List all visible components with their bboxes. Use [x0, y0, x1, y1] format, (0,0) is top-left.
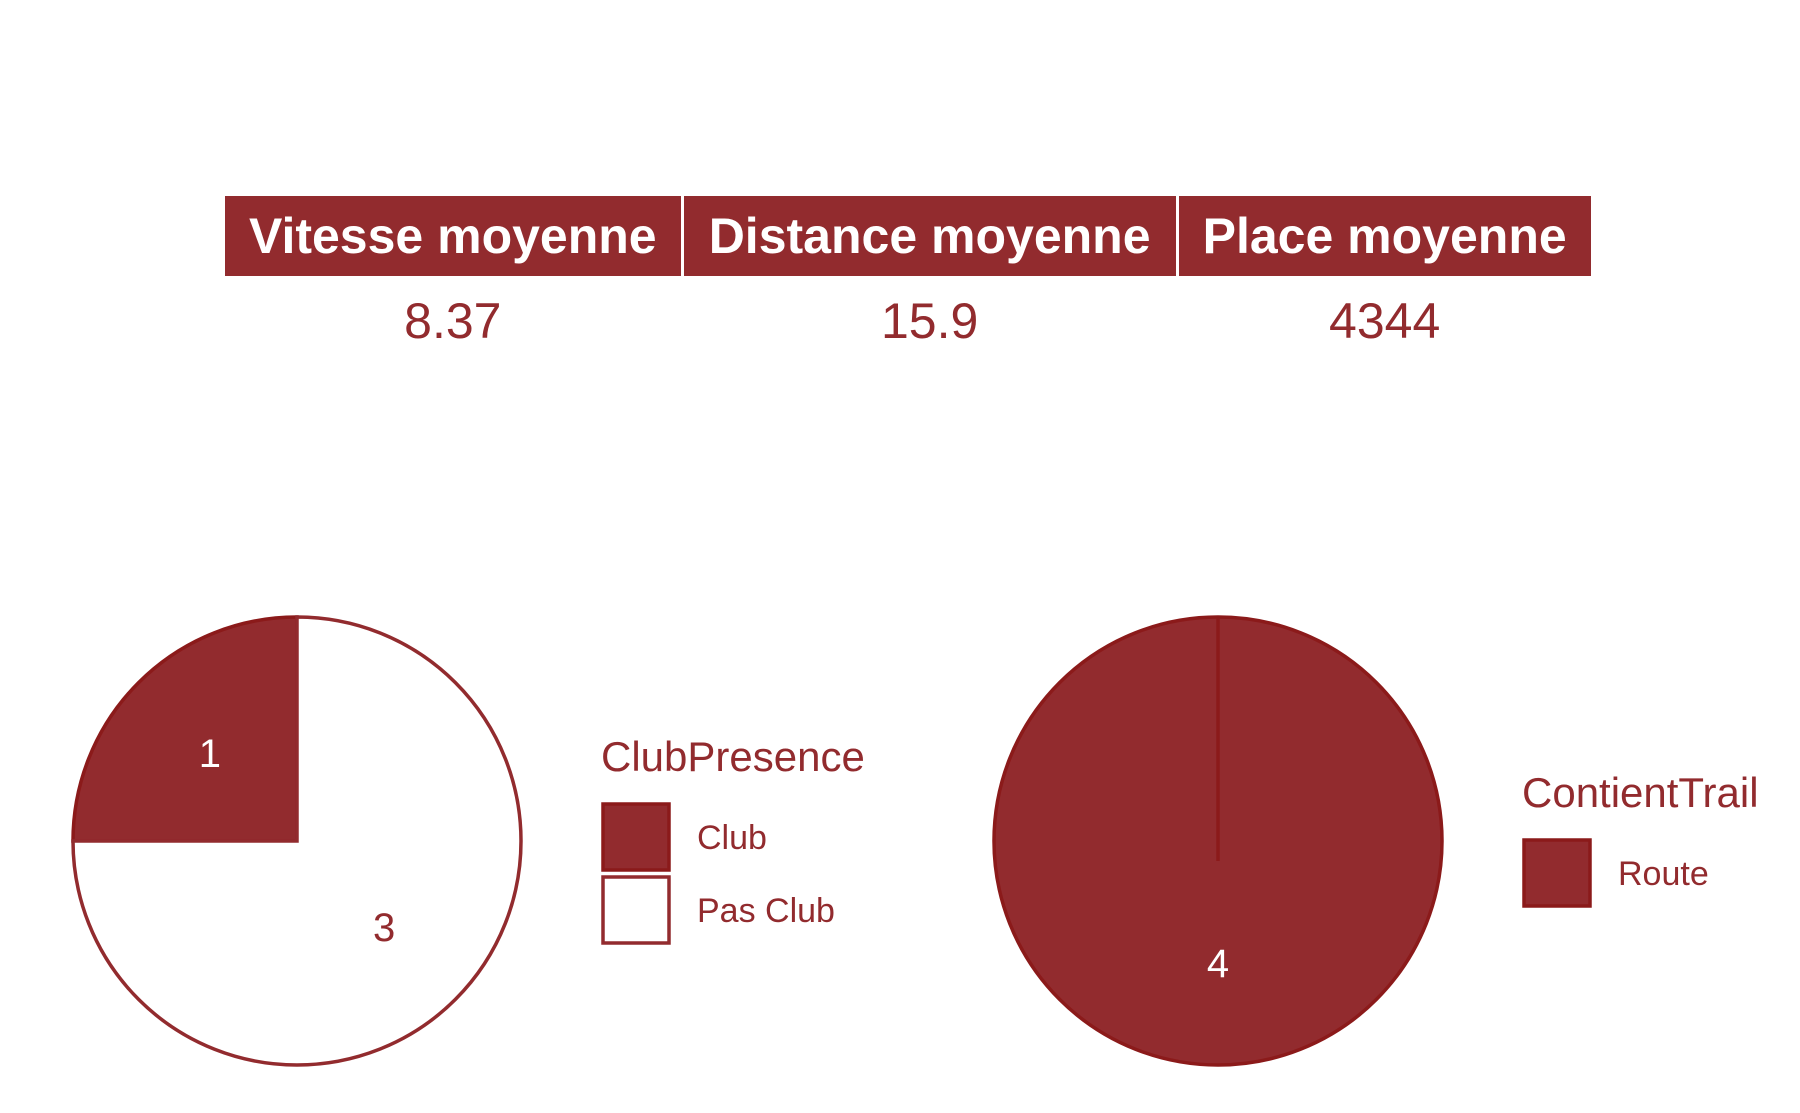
- summary-header-row: Vitesse moyenne Distance moyenne Place m…: [225, 196, 1591, 276]
- legend-club-presence: ClubPresence Club Pas Club: [601, 733, 865, 945]
- pie-slice-pas-club: [71, 615, 523, 1067]
- value-vitesse-moyenne: 8.37: [404, 293, 502, 349]
- header-place-moyenne: Place moyenne: [1178, 196, 1591, 276]
- legend-label: Pas Club: [697, 892, 835, 930]
- header-distance-moyenne: Distance moyenne: [683, 196, 1176, 276]
- pie-slice-label: 4: [1207, 942, 1229, 986]
- legend-label: Club: [697, 819, 767, 857]
- legend-title: ClubPresence: [601, 733, 865, 780]
- legend-key-pas-club: [601, 875, 671, 945]
- summary-value-row: 8.37 15.9 4344: [225, 276, 1591, 366]
- pie-slice-label: 3: [373, 906, 395, 950]
- legend-label: Route: [1618, 855, 1709, 893]
- legend-key-route: [1522, 838, 1592, 908]
- pie-slice-club: [71, 615, 299, 843]
- legend-contient-trail: ContientTrail Route: [1522, 769, 1759, 908]
- value-place-moyenne: 4344: [1329, 293, 1441, 349]
- header-vitesse-moyenne: Vitesse moyenne: [225, 196, 681, 276]
- pie-slice-label: 1: [199, 732, 221, 776]
- pie-chart-contient-trail: 4: [992, 615, 1444, 1067]
- summary-table: Vitesse moyenne Distance moyenne Place m…: [222, 196, 1594, 366]
- value-distance-moyenne: 15.9: [880, 293, 979, 349]
- legend-key-club: [601, 802, 671, 872]
- pie-chart-club-presence: 13: [71, 615, 523, 1067]
- legend-title: ContientTrail: [1522, 769, 1759, 816]
